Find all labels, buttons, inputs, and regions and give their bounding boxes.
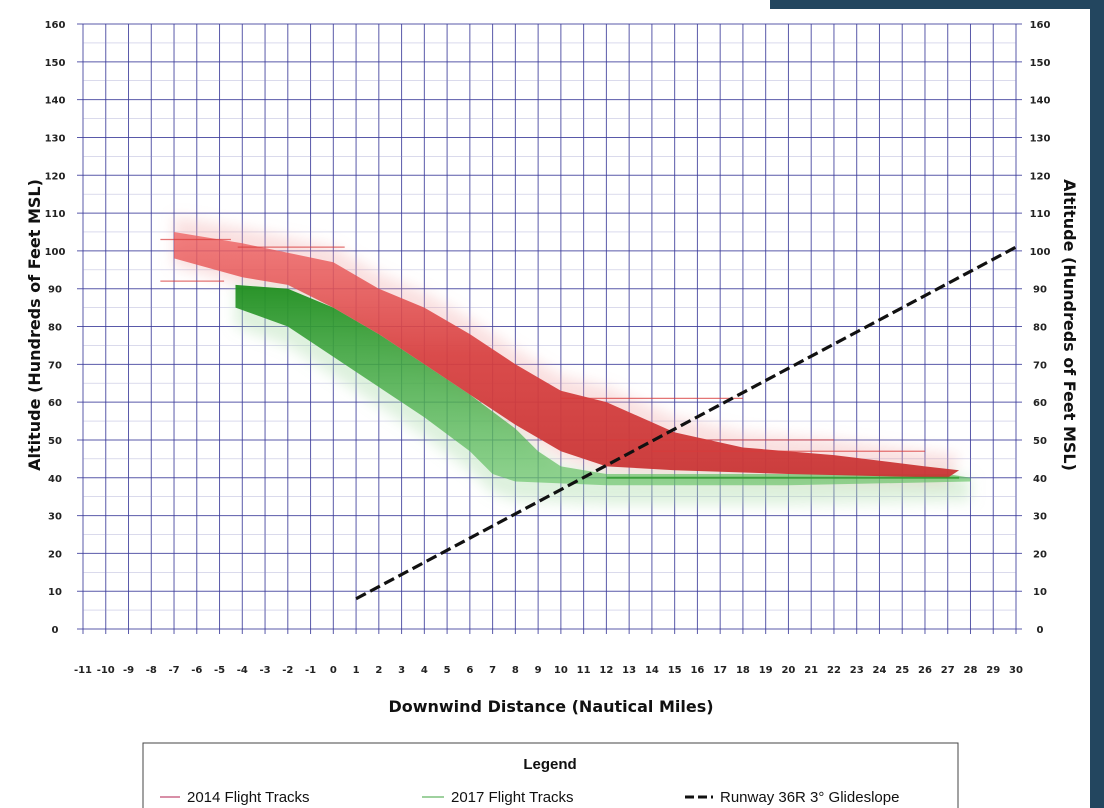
x-tick-label: -8 xyxy=(146,665,157,676)
x-tick-label: 8 xyxy=(512,665,519,676)
y-tick-label-right: 20 xyxy=(1033,549,1047,560)
x-tick-label: 2 xyxy=(375,665,382,676)
x-tick-label: 18 xyxy=(736,665,750,676)
x-tick-label: 24 xyxy=(873,665,887,676)
x-tick-label: -5 xyxy=(214,665,225,676)
y-tick-label-right: 30 xyxy=(1033,512,1047,523)
y-tick-label-right: 10 xyxy=(1033,587,1047,598)
x-tick-label: -7 xyxy=(168,665,179,676)
x-tick-label: 30 xyxy=(1009,665,1023,676)
y-tick-label-right: 80 xyxy=(1033,323,1047,334)
y-tick-label-left: 160 xyxy=(45,20,66,31)
x-tick-label: -10 xyxy=(97,665,115,676)
y-tick-label-right: 40 xyxy=(1033,474,1047,485)
x-tick-label: 0 xyxy=(330,665,337,676)
x-tick-label: 7 xyxy=(489,665,496,676)
x-tick-label: 5 xyxy=(444,665,451,676)
legend-label-2017: 2017 Flight Tracks xyxy=(451,789,574,806)
y-tick-label-left: 40 xyxy=(48,474,62,485)
x-tick-label: 12 xyxy=(599,665,613,676)
legend-label-2014: 2014 Flight Tracks xyxy=(187,789,310,806)
x-tick-label: 16 xyxy=(690,665,704,676)
x-tick-label: 1 xyxy=(353,665,360,676)
x-tick-label: -9 xyxy=(123,665,134,676)
legend-title: Legend xyxy=(523,756,576,773)
y-tick-label-right: 130 xyxy=(1030,133,1051,144)
y-axis-label-left: Altitude (Hundreds of Feet MSL) xyxy=(25,179,44,471)
x-axis-label: Downwind Distance (Nautical Miles) xyxy=(388,697,713,716)
y-tick-label-left: 130 xyxy=(45,133,66,144)
page-border-top xyxy=(770,0,1104,9)
legend: Legend 2014 Flight Tracks 2017 Flight Tr… xyxy=(142,742,959,808)
y-tick-labels-right: 0 10 20 30 40 50 60 70 80 90 100 110 120 130 140 150 160 xyxy=(1030,20,1051,636)
series-2014-band xyxy=(174,232,960,478)
x-tick-label: 23 xyxy=(850,665,864,676)
x-tick-label: 19 xyxy=(759,665,773,676)
y-tick-label-left: 20 xyxy=(48,549,62,560)
y-tick-label-left: 70 xyxy=(48,360,62,371)
series-layer xyxy=(160,232,1017,601)
y-tick-label-right: 110 xyxy=(1030,209,1051,220)
x-tick-label: 15 xyxy=(668,665,682,676)
y-tick-label-left: 50 xyxy=(48,436,62,447)
y-tick-label-right: 90 xyxy=(1033,285,1047,296)
legend-box xyxy=(142,742,959,808)
y-tick-label-right: 0 xyxy=(1037,625,1044,636)
y-tick-label-left: 80 xyxy=(48,323,62,334)
x-tick-label: 28 xyxy=(964,665,978,676)
x-tick-label: 17 xyxy=(713,665,727,676)
x-tick-label: 21 xyxy=(804,665,818,676)
x-tick-label: -1 xyxy=(305,665,316,676)
y-tick-label-right: 140 xyxy=(1030,96,1051,107)
y-tick-labels-left: 0 10 20 30 40 50 60 70 80 90 100 110 120 130 140 150 160 xyxy=(45,20,66,636)
y-tick-label-right: 160 xyxy=(1030,20,1051,31)
x-tick-label: -3 xyxy=(259,665,270,676)
page-border-right xyxy=(1090,0,1104,808)
series-2017-band xyxy=(235,284,971,486)
y-tick-label-left: 140 xyxy=(45,96,66,107)
x-tick-label: 22 xyxy=(827,665,841,676)
y-tick-label-left: 30 xyxy=(48,512,62,523)
y-tick-label-right: 50 xyxy=(1033,436,1047,447)
x-tick-label: 29 xyxy=(986,665,1000,676)
y-tick-label-right: 120 xyxy=(1030,171,1051,182)
x-tick-label: 27 xyxy=(941,665,955,676)
y-tick-label-right: 150 xyxy=(1030,58,1051,69)
x-tick-label: 26 xyxy=(918,665,932,676)
y-tick-label-left: 10 xyxy=(48,587,62,598)
x-tick-label: -11 xyxy=(74,665,92,676)
x-tick-label: 3 xyxy=(398,665,405,676)
x-tick-label: 6 xyxy=(466,665,473,676)
x-tick-labels: -11 -10 -9 -8 -7 -6 -5 -4 -3 -2 -1 0 1 2 3 4 5 6 7 8 9 10 11 12… xyxy=(74,665,1023,676)
y-tick-label-right: 60 xyxy=(1033,398,1047,409)
y-axis-label-right: Altitude (Hundreds of Feet MSL) xyxy=(1060,179,1079,471)
y-tick-label-left: 110 xyxy=(45,209,66,220)
x-tick-label: -6 xyxy=(191,665,202,676)
y-tick-label-left: 0 xyxy=(52,625,59,636)
x-tick-label: 25 xyxy=(895,665,909,676)
x-tick-label: 13 xyxy=(622,665,636,676)
y-tick-label-right: 100 xyxy=(1030,247,1051,258)
y-tick-label-left: 150 xyxy=(45,58,66,69)
x-tick-label: 4 xyxy=(421,665,428,676)
x-tick-label: 10 xyxy=(554,665,568,676)
y-tick-label-left: 90 xyxy=(48,285,62,296)
x-tick-label: 20 xyxy=(781,665,795,676)
legend-label-glideslope: Runway 36R 3° Glideslope xyxy=(720,789,899,806)
x-tick-label: 9 xyxy=(535,665,542,676)
y-tick-label-right: 70 xyxy=(1033,360,1047,371)
y-tick-label-left: 100 xyxy=(45,247,66,258)
y-tick-label-left: 120 xyxy=(45,171,66,182)
x-tick-label: -2 xyxy=(282,665,293,676)
x-tick-label: -4 xyxy=(237,665,248,676)
x-tick-label: 11 xyxy=(577,665,591,676)
y-tick-label-left: 60 xyxy=(48,398,62,409)
series-glideslope-line xyxy=(355,245,1017,601)
x-tick-label: 14 xyxy=(645,665,659,676)
